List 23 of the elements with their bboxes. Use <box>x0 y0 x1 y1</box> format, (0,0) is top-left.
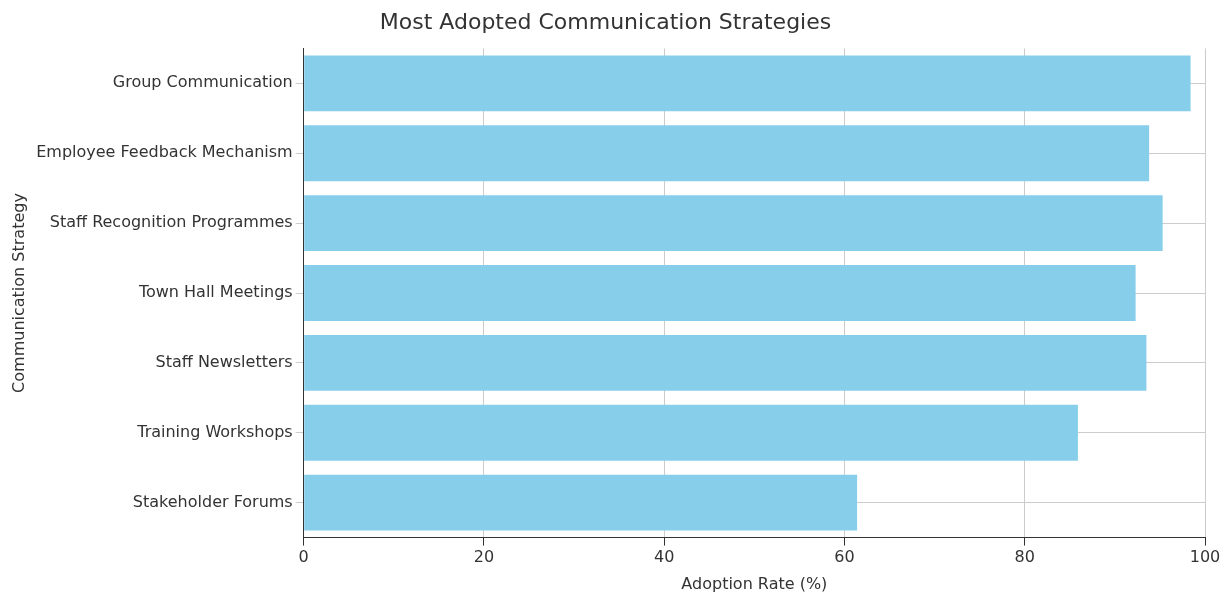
y-tick-label: Staff Recognition Programmes <box>49 212 293 232</box>
y-tick-label: Group Communication <box>112 72 293 92</box>
bar <box>304 125 1150 182</box>
bar <box>304 404 1078 461</box>
y-axis-title: Communication Strategy <box>8 193 28 393</box>
x-tick-label: 0 <box>298 547 309 567</box>
y-tick-label: Training Workshops <box>136 421 293 441</box>
y-tick-label: Staff Newsletters <box>155 352 293 372</box>
y-tick-label: Stakeholder Forums <box>132 491 293 511</box>
bar <box>304 195 1163 252</box>
y-tick-label: Town Hall Meetings <box>137 282 293 302</box>
x-tick-label: 20 <box>473 547 495 567</box>
x-axis-title: Adoption Rate (%) <box>681 573 828 593</box>
x-tick-label: 100 <box>1189 547 1221 567</box>
chart-title: Most Adopted Communication Strategies <box>379 8 832 34</box>
bar <box>304 265 1136 321</box>
bar <box>304 334 1147 391</box>
y-tick-label: Employee Feedback Mechanism <box>36 142 293 162</box>
x-tick-label: 40 <box>654 547 675 567</box>
bar <box>304 474 858 531</box>
x-tick-label: 60 <box>834 547 855 567</box>
bar <box>304 55 1191 112</box>
x-tick-label: 80 <box>1014 547 1035 567</box>
